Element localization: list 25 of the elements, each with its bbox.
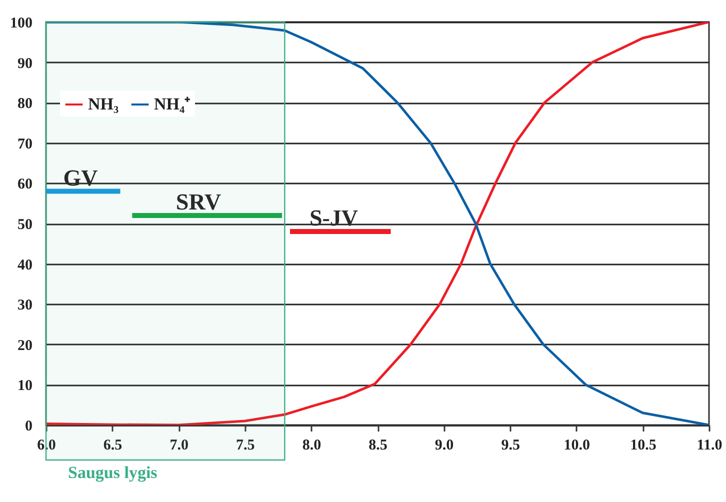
x-tick-label: 10.5 [630,438,656,454]
y-tick-label: 70 [18,136,32,152]
y-tick-label: 40 [18,257,32,274]
y-tick-label: 10 [18,378,32,394]
x-tick-label: 8.0 [302,438,322,454]
x-tick-label: 6.5 [103,438,122,454]
y-tick-label: 50 [18,217,32,233]
band-label: Saugus lygis [68,463,158,482]
x-tick-label: 9.0 [434,438,454,454]
annotation: SRV [176,189,222,214]
x-tick-label: 11.0 [696,438,722,454]
y-tick-label: 30 [18,298,32,314]
y-tick-label: 20 [18,338,32,354]
x-tick-label: 9.5 [501,438,520,454]
x-tick-label: 7.0 [170,438,188,454]
y-tick-label: 80 [18,96,32,112]
y-tick-label: 60 [18,176,32,193]
legend-label: NH₃ [88,94,119,114]
y-tick-label: 100 [10,16,32,32]
y-tick-label: 0 [25,418,32,434]
y-tick-label: 90 [18,56,32,72]
x-tick-label: 10.0 [564,438,590,454]
x-tick-label: 8.5 [368,438,388,454]
legend-label: NH₄⁺ [154,94,191,114]
x-tick-label: 7.5 [236,438,255,454]
